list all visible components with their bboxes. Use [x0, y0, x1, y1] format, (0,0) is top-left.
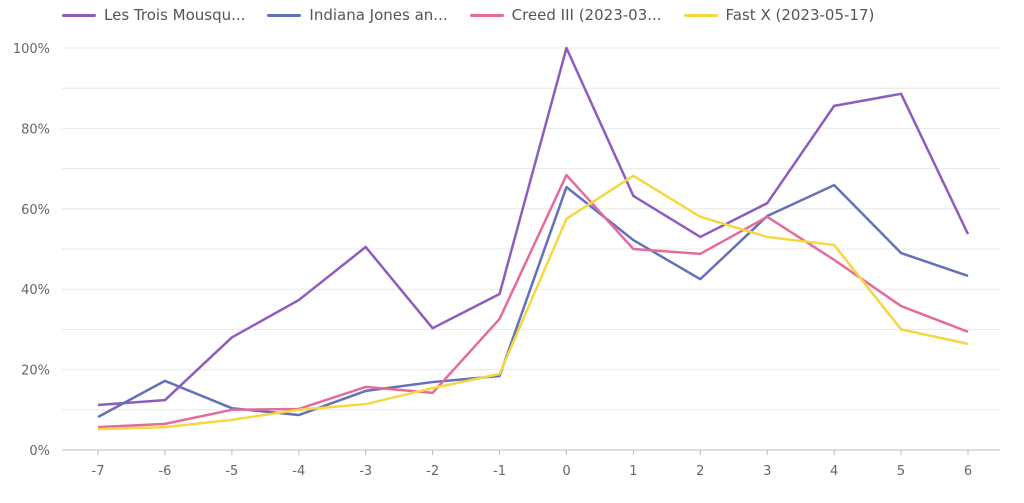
y-tick-label: 0% — [29, 444, 50, 459]
legend-item[interactable]: Fast X (2023-05-17) — [683, 6, 875, 24]
legend-label: Fast X (2023-05-17) — [725, 6, 875, 24]
legend-item[interactable]: Creed III (2023-03... — [469, 6, 662, 24]
x-tick-label: 4 — [830, 464, 838, 479]
y-tick-label: 40% — [21, 283, 50, 298]
x-tick-label: 2 — [696, 464, 704, 479]
y-tick-label: 20% — [21, 364, 50, 379]
x-tick-label: -5 — [225, 464, 238, 479]
legend-swatch — [683, 13, 718, 17]
legend-swatch — [62, 13, 96, 17]
x-tick-label: -2 — [426, 464, 439, 479]
x-tick-label: -6 — [158, 464, 171, 479]
x-tick-label: 3 — [763, 464, 771, 479]
x-tick-label: 1 — [629, 464, 637, 479]
x-tick-label: -7 — [92, 464, 105, 479]
series-line-2 — [97, 173, 969, 429]
x-tick-label: -4 — [292, 464, 305, 479]
series-line-3 — [97, 174, 969, 431]
legend-item[interactable]: Indiana Jones an... — [267, 6, 448, 24]
y-tick-label: 100% — [13, 42, 50, 57]
legend-label: Creed III (2023-03... — [511, 6, 662, 24]
series-line-1 — [97, 183, 969, 419]
legend-swatch — [267, 13, 302, 17]
x-tick-label: 6 — [964, 464, 972, 479]
series-line-0 — [97, 46, 970, 407]
chart-legend: Les Trois Mousqu... Indiana Jones an... Cr… — [62, 6, 874, 24]
x-tick-label: -1 — [493, 464, 506, 479]
x-tick-label: 0 — [562, 464, 570, 479]
y-tick-label: 80% — [21, 122, 50, 137]
x-tick-label: 5 — [897, 464, 905, 479]
legend-item[interactable]: Les Trois Mousqu... — [62, 6, 245, 24]
legend-label: Indiana Jones an... — [309, 6, 448, 24]
legend-label: Les Trois Mousqu... — [104, 6, 246, 24]
x-tick-label: -3 — [359, 464, 372, 479]
y-tick-label: 60% — [21, 203, 50, 218]
legend-swatch — [469, 13, 504, 17]
